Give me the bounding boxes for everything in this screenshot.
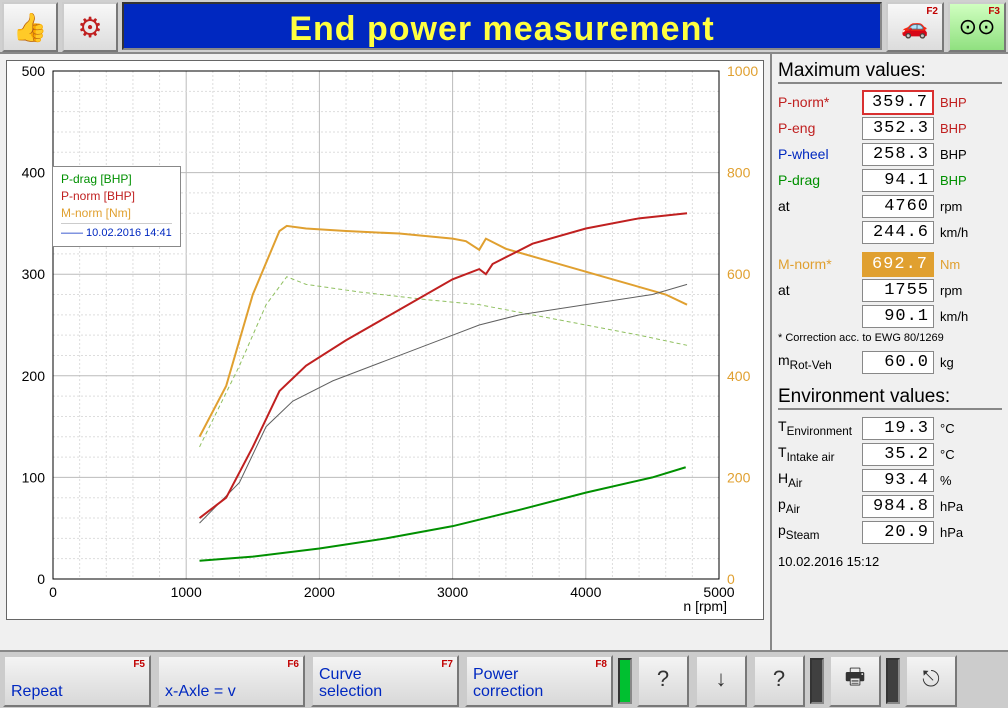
curve-selection-button[interactable]: F7 Curve selection: [311, 655, 459, 707]
mass-value: 60.0: [862, 351, 934, 374]
footer-bar: F5 Repeat F6 x-Axle = v F7 Curve selecti…: [0, 650, 1008, 708]
max-row-1: P-eng352.3BHP: [778, 116, 1002, 140]
car-icon: 🚗: [901, 14, 928, 40]
repeat-button[interactable]: F5 Repeat: [3, 655, 151, 707]
env-row-4: pSteam20.9hPa: [778, 520, 1002, 544]
svg-text:1000: 1000: [727, 63, 758, 79]
chart-legend: P-drag [BHP]P-norm [BHP]M-norm [Nm]—— 10…: [52, 166, 181, 247]
svg-text:600: 600: [727, 266, 751, 282]
status-led-dark2: [886, 658, 900, 704]
exit-button[interactable]: ⎋: [905, 655, 957, 707]
env-row-1: TIntake air35.2°C: [778, 442, 1002, 466]
values-sidebar: Maximum values: P-norm*359.7BHPP-eng352.…: [770, 54, 1008, 650]
max-values-title: Maximum values:: [778, 60, 1002, 84]
max-row-4: at4760rpm: [778, 194, 1002, 218]
env-row-0: TEnvironment19.3°C: [778, 416, 1002, 440]
svg-text:400: 400: [22, 165, 46, 181]
correction-note: * Correction acc. to EWG 80/1269: [778, 332, 1002, 344]
svg-text:100: 100: [22, 469, 46, 485]
svg-text:200: 200: [727, 469, 751, 485]
help-button[interactable]: ?: [637, 655, 689, 707]
env-row-3: pAir984.8hPa: [778, 494, 1002, 518]
max-row-2: P-wheel258.3BHP: [778, 142, 1002, 166]
engine-button[interactable]: ⚙: [62, 2, 118, 52]
status-led-green: [618, 658, 632, 704]
power-correction-button[interactable]: F8 Power correction: [465, 655, 613, 707]
svg-text:300: 300: [22, 266, 46, 282]
timestamp: 10.02.2016 15:12: [778, 554, 1002, 569]
mnorm-row-1: at1755rpm: [778, 278, 1002, 302]
car-mode-button[interactable]: F2 🚗: [886, 2, 944, 52]
xaxle-button[interactable]: F6 x-Axle = v: [157, 655, 305, 707]
max-row-3: P-drag94.1BHP: [778, 168, 1002, 192]
info-button[interactable]: ?: [753, 655, 805, 707]
env-values-title: Environment values:: [778, 386, 1002, 410]
svg-text:3000: 3000: [437, 584, 468, 600]
mnorm-row-0: M-norm*692.7Nm: [778, 252, 1002, 276]
mnorm-row-2: 90.1km/h: [778, 304, 1002, 328]
max-row-0: P-norm*359.7BHP: [778, 90, 1002, 114]
svg-text:800: 800: [727, 165, 751, 181]
svg-text:1000: 1000: [171, 584, 202, 600]
max-row-5: 244.6km/h: [778, 220, 1002, 244]
down-button[interactable]: ↓: [695, 655, 747, 707]
header-bar: 👍 ⚙ End power measurement F2 🚗 F3 ⊙⊙: [0, 0, 1008, 54]
svg-text:0: 0: [727, 571, 735, 587]
chart-panel: 0100020003000400050000100200300400500020…: [0, 54, 770, 650]
svg-text:2000: 2000: [304, 584, 335, 600]
svg-text:0: 0: [37, 571, 45, 587]
svg-text:500: 500: [22, 63, 46, 79]
print-button[interactable]: 🖶: [829, 655, 881, 707]
mass-row: mRot-Veh 60.0 kg: [778, 350, 1002, 374]
svg-text:4000: 4000: [570, 584, 601, 600]
axle-icon: ⊙⊙: [959, 14, 996, 40]
page-title: End power measurement: [122, 2, 882, 50]
f3-label: F3: [988, 6, 1000, 17]
thumbs-up-button[interactable]: 👍: [2, 2, 58, 52]
dyno-chart: 0100020003000400050000100200300400500020…: [6, 60, 764, 620]
svg-text:200: 200: [22, 368, 46, 384]
status-led-dark: [810, 658, 824, 704]
env-row-2: HAir93.4%: [778, 468, 1002, 492]
svg-text:n [rpm]: n [rpm]: [683, 598, 727, 614]
svg-text:0: 0: [49, 584, 57, 600]
f2-label: F2: [926, 6, 938, 17]
axle-mode-button[interactable]: F3 ⊙⊙: [948, 2, 1006, 52]
svg-text:400: 400: [727, 368, 751, 384]
